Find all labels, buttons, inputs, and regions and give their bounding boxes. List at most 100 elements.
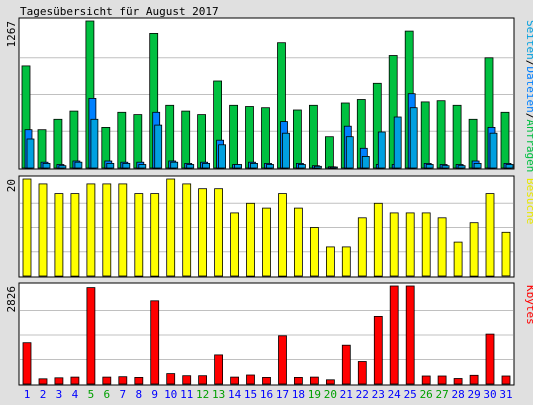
hits-bar-seiten-day-6 (106, 162, 115, 169)
chart-title: Tagesübersicht für August 2017 (20, 5, 219, 18)
hits-bar-seiten-day-16 (266, 164, 274, 169)
kbytes-bar-kbytes-day-29 (469, 374, 479, 385)
hits-bar-anfragen-day-4 (69, 110, 79, 169)
visits-bar-besuche-day-25 (405, 212, 415, 277)
legend-item-dateien: Dateien (524, 66, 533, 112)
visits-bar-besuche-day-26 (421, 212, 431, 277)
kbytes-bar-kbytes-day-16 (262, 376, 271, 385)
kbytes-bar-kbytes-day-9 (150, 300, 160, 385)
visits-legend: Besuche (524, 178, 533, 224)
kbytes-bar-kbytes-day-11 (182, 375, 192, 385)
visits-bar-besuche-day-3 (54, 193, 64, 277)
x-axis-labels: 1 2 3 4 5 6 7 8 9 10 11 12 13 14 15 16 17 18 19 20 21 22 23 24 2… (24, 388, 513, 401)
hits-bar-anfragen-day-15 (245, 106, 254, 169)
visits-bar-besuche-day-4 (70, 193, 80, 277)
x-tick-label-day-29: 29 (467, 388, 480, 401)
x-tick-label-day-5: 5 (88, 388, 95, 401)
legend-item-seiten: Seiten (524, 20, 533, 60)
hits-bar-anfragen-day-7 (117, 111, 127, 169)
hits-bar-seiten-day-18 (297, 164, 306, 169)
visits-bar-besuche-day-1 (22, 178, 32, 277)
visits-bar-besuche-day-15 (246, 202, 255, 277)
visits-bar-besuche-day-28 (453, 241, 463, 277)
hits-bar-anfragen-day-28 (452, 104, 462, 169)
hits-bar-seiten-day-25 (409, 107, 418, 169)
hits-bar-anfragen-day-31 (500, 111, 510, 169)
legend-item-kbytes: Kbytes (524, 285, 533, 325)
kbytes-bar-kbytes-day-14 (230, 376, 240, 385)
x-tick-label-day-31: 31 (499, 388, 512, 401)
hits-bar-seiten-day-7 (122, 162, 131, 169)
visits-bar-besuche-day-7 (118, 183, 128, 277)
hits-bar-seiten-day-23 (377, 131, 386, 169)
hits-bar-seiten-day-28 (457, 165, 466, 169)
hits-bar-seiten-day-19 (313, 165, 322, 169)
hits-bar-seiten-day-30 (489, 132, 498, 169)
kbytes-bar-kbytes-day-3 (54, 377, 64, 385)
legend-item-besuche: Besuche (524, 178, 533, 224)
hits-bar-seiten-day-24 (393, 116, 402, 169)
hits-bar-seiten-day-3 (58, 165, 67, 169)
x-tick-label-day-24: 24 (388, 388, 402, 401)
visits-bar-besuche-day-27 (437, 217, 447, 277)
legend-separator: / (524, 113, 533, 120)
kbytes-bar-kbytes-day-7 (118, 376, 128, 385)
visits-y-max-label: 20 (5, 179, 18, 192)
hits-bar-seiten-day-11 (186, 164, 195, 169)
hits-bar-anfragen-day-14 (229, 104, 239, 169)
x-tick-label-day-13: 13 (212, 388, 225, 401)
hits-bar-seiten-day-27 (441, 165, 450, 169)
kbytes-bar-kbytes-day-23 (373, 315, 383, 385)
kbytes-bar-kbytes-day-13 (214, 354, 224, 385)
kbytes-bar-kbytes-day-21 (341, 344, 351, 385)
hits-bar-anfragen-day-10 (165, 104, 175, 169)
visits-bar-besuche-day-17 (278, 193, 287, 277)
visits-bar-besuche-day-31 (501, 231, 511, 277)
x-tick-label-day-28: 28 (451, 388, 464, 401)
x-tick-label-day-12: 12 (196, 388, 209, 401)
x-tick-label-day-6: 6 (103, 388, 110, 401)
x-tick-label-day-22: 22 (356, 388, 369, 401)
visits-panel: 20 Besuche (5, 175, 533, 278)
hits-bar-anfragen-day-19 (308, 104, 318, 169)
kbytes-bar-kbytes-day-15 (246, 374, 255, 385)
kbytes-bar-kbytes-day-18 (293, 376, 303, 385)
kbytes-bar-kbytes-day-12 (198, 375, 208, 385)
hits-bar-anfragen-day-27 (436, 100, 446, 169)
hits-bar-seiten-day-14 (234, 164, 243, 169)
visits-bar-besuche-day-14 (230, 212, 240, 277)
x-tick-label-day-27: 27 (435, 388, 448, 401)
visits-bar-besuche-day-19 (309, 227, 319, 277)
x-tick-label-day-3: 3 (56, 388, 63, 401)
hits-legend: Seiten/Dateien/Anfragen (524, 20, 533, 172)
x-tick-label-day-2: 2 (40, 388, 47, 401)
hits-bar-seiten-day-12 (202, 162, 211, 169)
visits-bar-besuche-day-10 (166, 178, 176, 277)
visits-bar-besuche-day-5 (86, 183, 96, 277)
hits-bar-anfragen-day-18 (292, 109, 302, 169)
visits-bar-besuche-day-29 (469, 222, 479, 277)
x-tick-label-day-19: 19 (308, 388, 321, 401)
hits-bar-seiten-day-2 (42, 162, 51, 169)
visits-bar-besuche-day-23 (373, 202, 383, 277)
visits-bar-besuche-day-9 (150, 193, 160, 277)
x-tick-label-day-18: 18 (292, 388, 305, 401)
kbytes-bar-kbytes-day-19 (309, 376, 319, 385)
hits-bar-seiten-day-10 (170, 161, 179, 169)
visits-bar-besuche-day-22 (357, 217, 367, 277)
legend-item-anfragen: Anfragen (524, 119, 533, 172)
x-tick-label-day-14: 14 (228, 388, 242, 401)
hits-bar-anfragen-day-3 (53, 118, 63, 169)
x-tick-label-day-30: 30 (483, 388, 496, 401)
x-tick-label-day-25: 25 (404, 388, 417, 401)
legend-separator: / (524, 60, 533, 67)
visits-bar-besuche-day-18 (293, 207, 303, 277)
visits-bar-besuche-day-13 (214, 188, 224, 277)
kbytes-bar-kbytes-day-22 (357, 361, 367, 385)
kbytes-panel: 2826 Kbytes (5, 282, 533, 386)
hits-bar-seiten-day-13 (218, 144, 227, 169)
hits-bar-anfragen-day-11 (181, 110, 191, 169)
hits-bar-seiten-day-20 (329, 166, 338, 169)
